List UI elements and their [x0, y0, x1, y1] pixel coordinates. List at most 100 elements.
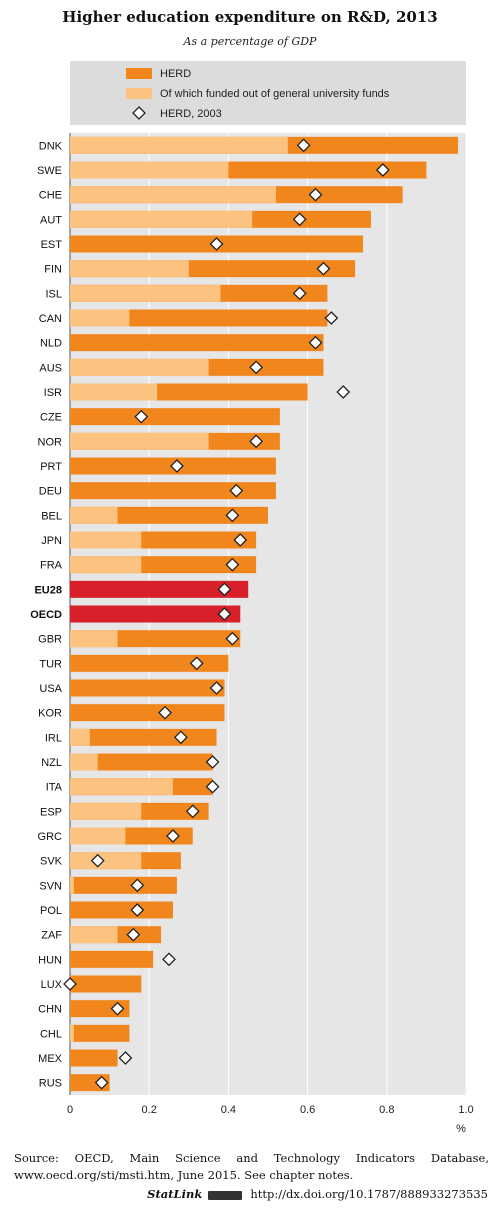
marker-herd-2003: [209, 681, 224, 695]
statlink-label: StatLink: [147, 1187, 203, 1201]
category-label: OECD: [30, 609, 62, 621]
bar-herd: [70, 580, 249, 598]
category-label: ISL: [45, 288, 62, 300]
bar-funded: [70, 284, 221, 302]
marker-herd-2003: [158, 705, 172, 720]
bar-herd: [70, 876, 177, 894]
category-label: BEL: [41, 510, 62, 522]
category-label: SWE: [37, 165, 62, 177]
category-label: ITA: [46, 782, 63, 794]
marker-herd-2003: [134, 409, 149, 424]
category-label: NZL: [41, 757, 62, 769]
bar-herd: [70, 482, 276, 500]
category-label: NLD: [40, 338, 62, 350]
marker-herd-2003: [166, 829, 180, 843]
legend-swatch-herd: [126, 68, 152, 79]
chart-title: Higher education expenditure on R&D, 201…: [62, 8, 438, 26]
x-tick-label: 0.6: [300, 1104, 315, 1116]
marker-herd-2003: [324, 311, 339, 325]
marker-herd-2003: [185, 804, 200, 819]
marker-herd-2003: [63, 977, 77, 991]
bar-funded: [70, 728, 90, 746]
category-label: HUN: [38, 954, 62, 966]
category-label: ISR: [44, 387, 62, 399]
marker-herd-2003: [292, 286, 307, 301]
marker-herd-2003: [225, 508, 240, 523]
category-label: MEX: [38, 1053, 63, 1065]
marker-herd-2003: [162, 952, 176, 967]
marker-herd-2003: [225, 631, 240, 646]
marker-herd-2003: [110, 1001, 125, 1016]
marker-herd-2003: [126, 927, 141, 942]
bar-funded: [70, 827, 126, 845]
category-label: EST: [41, 239, 63, 251]
bar-funded: [70, 778, 173, 796]
bar-herd: [70, 605, 241, 623]
marker-herd-2003: [316, 261, 331, 276]
bar-herd: [70, 334, 324, 352]
marker-herd-2003: [308, 335, 323, 350]
bar-funded: [70, 926, 118, 944]
statlink[interactable]: StatLink http://dx.doi.org/10.1787/888933…: [147, 1187, 488, 1201]
marker-herd-2003: [130, 903, 145, 917]
bar-herd: [70, 728, 217, 746]
bar-herd: [70, 704, 225, 722]
category-label: FIN: [44, 264, 62, 276]
bar-herd: [70, 408, 280, 426]
x-tick-label: 1.0: [458, 1104, 473, 1116]
statlink-url[interactable]: http://dx.doi.org/10.1787/888933273535: [250, 1187, 488, 1201]
legend-diamond-icon: [132, 106, 146, 120]
legend-label: Of which funded out of general universit…: [160, 88, 390, 100]
bar-funded: [70, 802, 142, 820]
category-label: FRA: [40, 560, 63, 572]
category-label: CHE: [39, 190, 62, 202]
marker-herd-2003: [130, 878, 145, 893]
x-tick-label: 0: [67, 1104, 73, 1116]
x-tick-label: 0.2: [142, 1104, 157, 1116]
chart-subtitle: As a percentage of GDP: [183, 35, 317, 48]
bar-herd: [70, 1049, 118, 1067]
bar-funded: [70, 161, 229, 179]
marker-herd-2003: [94, 1075, 109, 1090]
bar-funded: [70, 630, 118, 648]
x-tick-label: 0.8: [379, 1104, 394, 1116]
category-label: CHL: [40, 1028, 62, 1040]
bar-herd: [70, 654, 229, 672]
marker-herd-2003: [90, 853, 105, 868]
legend-label: HERD, 2003: [160, 108, 222, 120]
category-label: SVK: [40, 856, 63, 868]
marker-herd-2003: [217, 607, 232, 621]
bar-funded: [70, 852, 142, 870]
category-label: SVN: [39, 880, 62, 892]
bar-funded: [70, 506, 118, 524]
bar-herd: [70, 753, 213, 771]
category-label: IRL: [45, 732, 62, 744]
category-label: JPN: [41, 535, 62, 547]
bar-funded: [70, 556, 142, 574]
bar-herd: [70, 1000, 130, 1018]
bar-herd: [70, 309, 328, 327]
bar-funded: [70, 753, 98, 771]
marker-herd-2003: [249, 434, 264, 449]
category-label: CHN: [38, 1004, 62, 1016]
category-label: POL: [40, 905, 62, 917]
bar-herd: [70, 975, 142, 993]
bar-funded: [70, 1024, 74, 1042]
bar-funded: [70, 309, 130, 327]
marker-herd-2003: [249, 360, 264, 375]
bar-funded: [70, 432, 209, 450]
category-label: USA: [39, 683, 62, 695]
category-label: AUT: [40, 214, 62, 226]
category-label: ZAF: [41, 930, 62, 942]
bar-funded: [70, 136, 288, 154]
marker-herd-2003: [308, 187, 323, 202]
category-label: TUR: [39, 658, 62, 670]
category-label: KOR: [38, 708, 62, 720]
bar-funded: [70, 358, 209, 376]
bar-funded: [70, 186, 276, 204]
source-note: Source: OECD, Main Science and Technolog…: [14, 1151, 489, 1182]
marker-herd-2003: [225, 557, 240, 572]
category-label: CZE: [40, 412, 62, 424]
marker-herd-2003: [375, 163, 390, 177]
category-label: CAN: [39, 313, 62, 325]
